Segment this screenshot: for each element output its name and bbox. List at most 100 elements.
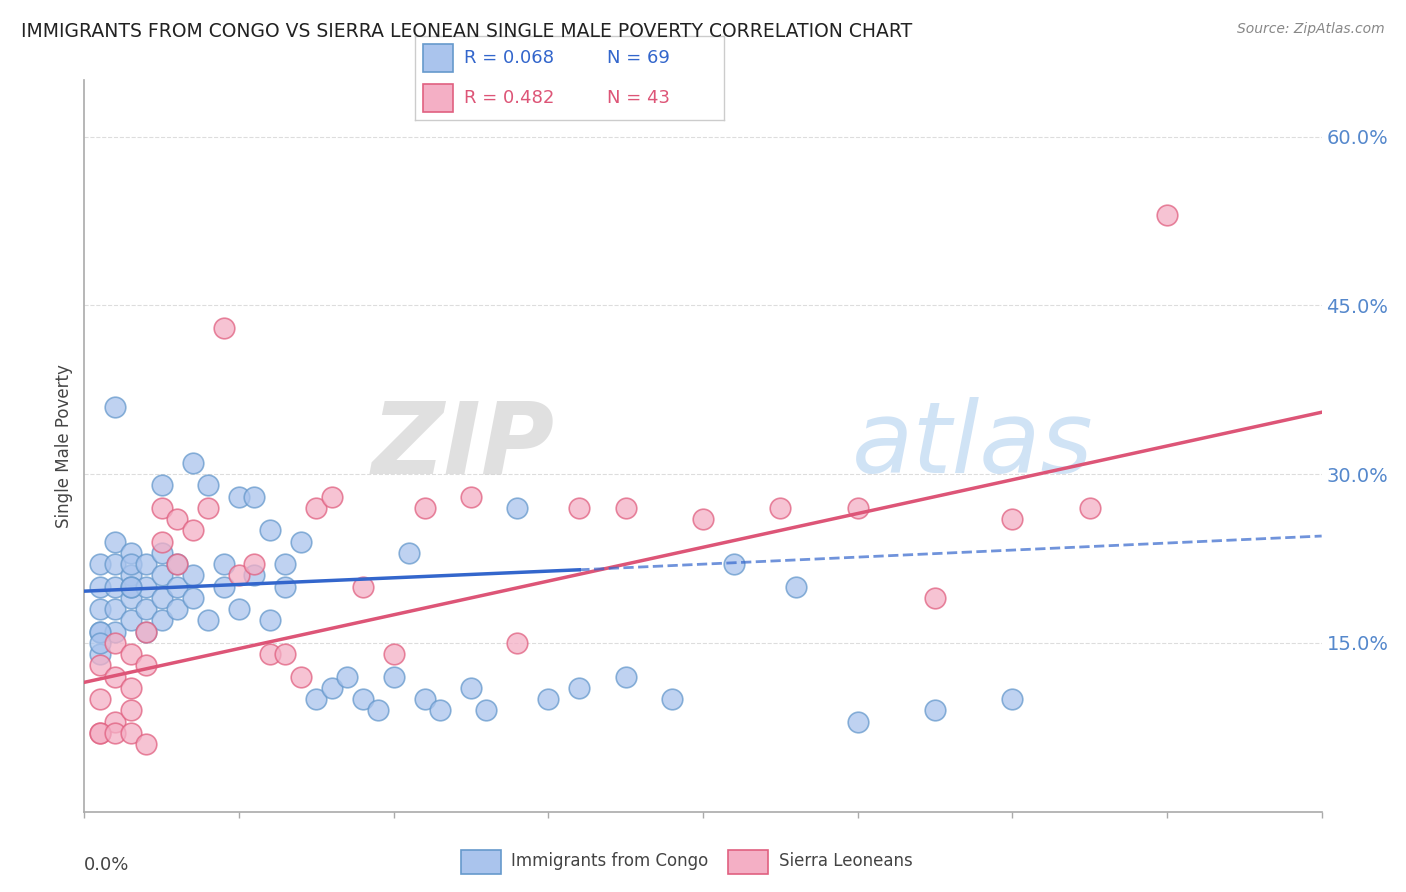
FancyBboxPatch shape	[422, 45, 453, 72]
Point	[274, 647, 297, 661]
Point	[181, 524, 204, 538]
Point	[506, 500, 529, 515]
Point	[104, 557, 127, 571]
Point	[120, 703, 142, 717]
Point	[89, 726, 111, 740]
Point	[846, 714, 869, 729]
Point	[89, 658, 111, 673]
Point	[150, 546, 173, 560]
Point	[290, 670, 312, 684]
Point	[166, 557, 188, 571]
Point	[150, 568, 173, 582]
Point	[785, 580, 807, 594]
Text: R = 0.482: R = 0.482	[464, 89, 554, 107]
Point	[89, 624, 111, 639]
Point	[723, 557, 745, 571]
Point	[228, 568, 250, 582]
Point	[120, 647, 142, 661]
Point	[846, 500, 869, 515]
Point	[104, 636, 127, 650]
Point	[661, 692, 683, 706]
Point	[104, 580, 127, 594]
Point	[475, 703, 498, 717]
Point	[104, 670, 127, 684]
Point	[243, 557, 266, 571]
Point	[212, 557, 235, 571]
Point	[614, 500, 637, 515]
Point	[135, 580, 157, 594]
Text: Sierra Leoneans: Sierra Leoneans	[779, 852, 912, 870]
Point	[1078, 500, 1101, 515]
Point	[228, 490, 250, 504]
Text: Source: ZipAtlas.com: Source: ZipAtlas.com	[1237, 22, 1385, 37]
Point	[104, 624, 127, 639]
Point	[352, 692, 374, 706]
Point	[197, 614, 219, 628]
Point	[120, 580, 142, 594]
Point	[89, 636, 111, 650]
Point	[104, 602, 127, 616]
Point	[1001, 512, 1024, 526]
FancyBboxPatch shape	[422, 84, 453, 112]
Point	[104, 726, 127, 740]
Point	[413, 692, 436, 706]
Text: Immigrants from Congo: Immigrants from Congo	[512, 852, 709, 870]
Point	[197, 500, 219, 515]
Point	[614, 670, 637, 684]
Point	[150, 614, 173, 628]
Point	[135, 557, 157, 571]
Point	[398, 546, 420, 560]
Point	[89, 580, 111, 594]
Point	[120, 580, 142, 594]
Point	[89, 647, 111, 661]
Point	[212, 321, 235, 335]
Text: IMMIGRANTS FROM CONGO VS SIERRA LEONEAN SINGLE MALE POVERTY CORRELATION CHART: IMMIGRANTS FROM CONGO VS SIERRA LEONEAN …	[21, 22, 912, 41]
Text: N = 43: N = 43	[606, 89, 669, 107]
Text: ZIP: ZIP	[371, 398, 554, 494]
Point	[305, 692, 328, 706]
Text: N = 69: N = 69	[606, 49, 669, 67]
Point	[166, 512, 188, 526]
Point	[769, 500, 792, 515]
Point	[336, 670, 359, 684]
FancyBboxPatch shape	[461, 849, 501, 874]
Point	[135, 602, 157, 616]
Point	[150, 500, 173, 515]
Point	[382, 670, 405, 684]
Point	[166, 580, 188, 594]
Point	[212, 580, 235, 594]
Point	[460, 681, 482, 695]
Text: R = 0.068: R = 0.068	[464, 49, 554, 67]
Point	[120, 681, 142, 695]
Point	[181, 456, 204, 470]
Text: 0.0%: 0.0%	[84, 855, 129, 873]
Point	[367, 703, 389, 717]
Point	[429, 703, 451, 717]
Point	[243, 490, 266, 504]
Point	[89, 624, 111, 639]
Point	[290, 534, 312, 549]
Point	[924, 703, 946, 717]
Point	[1001, 692, 1024, 706]
Point	[150, 591, 173, 605]
FancyBboxPatch shape	[728, 849, 768, 874]
Point	[305, 500, 328, 515]
Point	[259, 647, 281, 661]
Point	[166, 602, 188, 616]
Point	[120, 557, 142, 571]
Point	[150, 478, 173, 492]
Point	[120, 726, 142, 740]
Point	[924, 591, 946, 605]
Point	[259, 614, 281, 628]
Point	[135, 658, 157, 673]
Point	[506, 636, 529, 650]
Point	[120, 591, 142, 605]
Point	[135, 624, 157, 639]
Point	[460, 490, 482, 504]
Point	[89, 692, 111, 706]
Point	[321, 490, 343, 504]
Point	[568, 500, 591, 515]
Point	[120, 546, 142, 560]
Point	[197, 478, 219, 492]
Point	[104, 534, 127, 549]
